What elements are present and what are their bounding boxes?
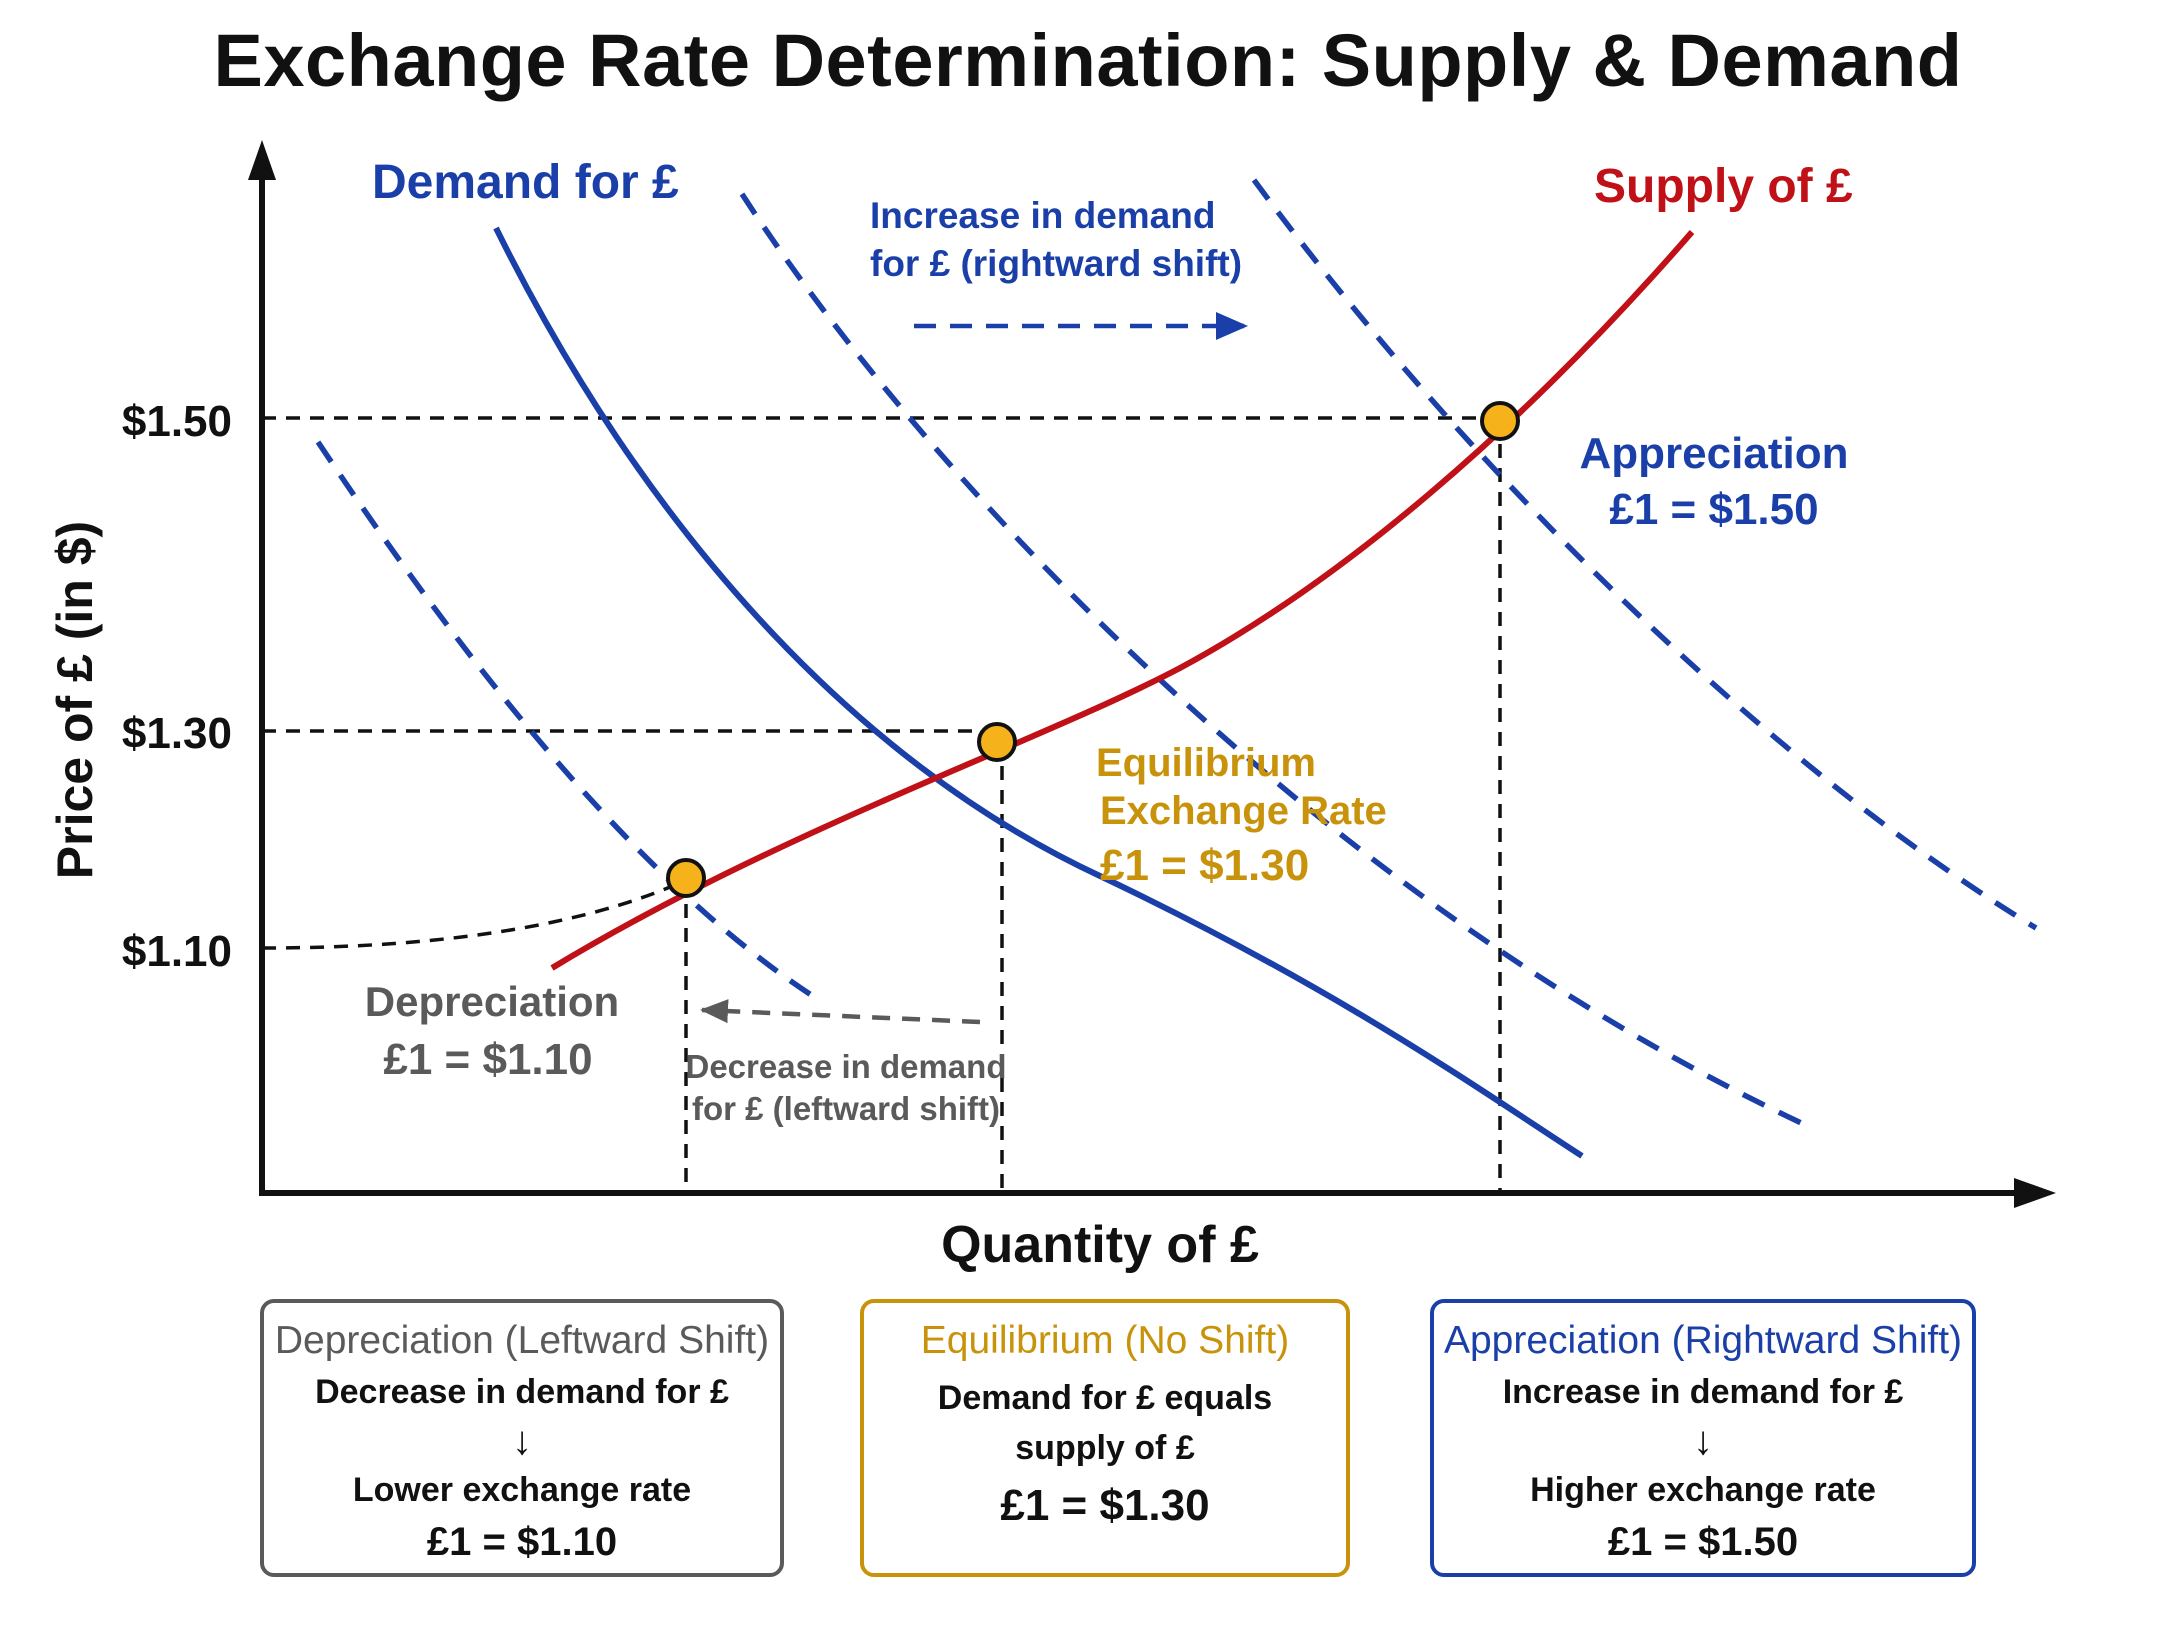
- demand-curve: [493, 226, 1584, 1159]
- y-tick-110: $1.10: [122, 927, 232, 976]
- equilibrium-box-title: Equilibrium (No Shift): [920, 1319, 1290, 1362]
- demand-curve-right-shift: [739, 192, 1814, 1131]
- equilibrium-points: [666, 401, 1520, 898]
- decrease-demand-label-1: Decrease in demand: [686, 1048, 1007, 1085]
- y-tick-150: $1.50: [122, 397, 232, 446]
- depreciation-summary-box: Depreciation (Leftward Shift) Decrease i…: [260, 1299, 784, 1577]
- decrease-demand-label-2: for £ (leftward shift): [692, 1090, 1000, 1127]
- appreciation-label: Appreciation: [1580, 429, 1849, 478]
- increase-demand-label-2: for £ (rightward shift): [870, 243, 1242, 284]
- y-axis-label: Price of £ (in $): [47, 521, 103, 879]
- y-axis-arrowhead: [248, 140, 276, 180]
- appreciation-box-line-1: Increase in demand for £: [1502, 1373, 1904, 1411]
- down-arrow-icon: ↓: [512, 1419, 532, 1463]
- point-appreciation: [1480, 401, 1520, 441]
- appreciation-summary-box: Appreciation (Rightward Shift) Increase …: [1430, 1299, 1976, 1577]
- axes: [259, 158, 2038, 1196]
- equilibrium-rate: £1 = $1.30: [1100, 841, 1309, 890]
- demand-curve-label: Demand for £: [372, 156, 679, 209]
- supply-curve-label: Supply of £: [1594, 160, 1853, 213]
- point-depreciation: [666, 858, 706, 898]
- depreciation-label: Depreciation: [365, 978, 619, 1025]
- leftward-shift-arrow: [700, 999, 981, 1025]
- depreciation-rate: £1 = $1.10: [383, 1035, 592, 1084]
- demand-curve-far-right-shift: [1251, 178, 2038, 931]
- increase-demand-label-1: Increase in demand: [870, 195, 1215, 236]
- point-equilibrium: [977, 722, 1017, 762]
- appreciation-box-rate: £1 = $1.50: [1607, 1520, 1799, 1564]
- down-arrow-icon: ↓: [1693, 1419, 1713, 1463]
- x-axis-label: Quantity of £: [941, 1216, 1259, 1274]
- appreciation-box-line-2: Higher exchange rate: [1530, 1471, 1876, 1509]
- demand-curve-left-shift: [315, 440, 824, 1005]
- guide-line-110: [261, 878, 687, 950]
- appreciation-box-title: Appreciation (Rightward Shift): [1443, 1319, 1963, 1362]
- equilibrium-label-2: Exchange Rate: [1100, 789, 1387, 833]
- appreciation-rate: £1 = $1.50: [1609, 485, 1818, 534]
- depreciation-box-title: Depreciation (Leftward Shift): [274, 1319, 770, 1362]
- equilibrium-box-line-2: supply of £: [1015, 1429, 1195, 1467]
- depreciation-box-line-2: Lower exchange rate: [352, 1471, 692, 1509]
- supply-curve: [550, 230, 1695, 971]
- depreciation-box-rate: £1 = $1.10: [426, 1520, 618, 1564]
- equilibrium-box-line-1: Demand for £ equals: [937, 1379, 1273, 1417]
- equilibrium-label-1: Equilibrium: [1096, 741, 1316, 785]
- depreciation-box-line-1: Decrease in demand for £: [315, 1373, 729, 1411]
- y-tick-130: $1.30: [122, 709, 232, 758]
- equilibrium-box-rate: £1 = $1.30: [1000, 1481, 1210, 1530]
- x-axis-arrowhead: [2014, 1178, 2056, 1208]
- equilibrium-summary-box: Equilibrium (No Shift) Demand for £ equa…: [860, 1299, 1350, 1577]
- chart-title: Exchange Rate Determination: Supply & De…: [213, 19, 1963, 102]
